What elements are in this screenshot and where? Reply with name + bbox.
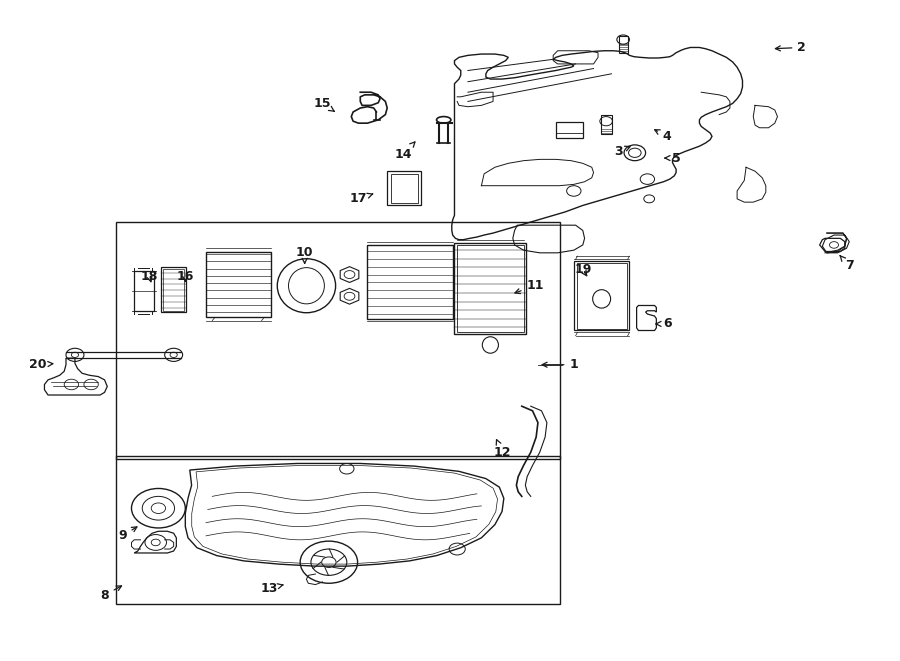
Text: 20: 20 [29, 358, 53, 371]
Text: 17: 17 [350, 192, 373, 206]
Text: 19: 19 [574, 264, 591, 276]
Text: 6: 6 [656, 317, 671, 330]
Bar [457, 245, 524, 332]
Bar [618, 36, 627, 53]
Text: 4: 4 [654, 130, 671, 143]
Bar [206, 252, 271, 317]
Bar [577, 263, 626, 329]
Bar [387, 171, 421, 206]
Text: 1: 1 [542, 358, 578, 371]
Bar [556, 122, 583, 138]
Text: 5: 5 [665, 151, 680, 165]
Text: 14: 14 [394, 142, 415, 161]
Text: 11: 11 [515, 279, 544, 293]
Bar [163, 268, 184, 311]
Text: 10: 10 [296, 247, 313, 263]
Text: 2: 2 [776, 41, 806, 54]
Bar [161, 267, 186, 312]
Text: 16: 16 [176, 270, 194, 283]
Bar [391, 174, 418, 203]
Text: 9: 9 [118, 527, 137, 543]
Text: 12: 12 [493, 440, 511, 459]
Bar [116, 222, 561, 459]
Text: 13: 13 [260, 582, 284, 595]
Bar [600, 114, 611, 134]
Text: 7: 7 [840, 256, 853, 272]
Bar [116, 455, 561, 603]
Text: 8: 8 [100, 586, 122, 602]
Bar [574, 261, 629, 330]
Text: 18: 18 [140, 270, 158, 283]
Bar [454, 243, 526, 334]
Bar [134, 271, 154, 311]
Bar [367, 245, 453, 319]
Text: 15: 15 [314, 97, 335, 112]
Text: 3: 3 [615, 145, 630, 158]
